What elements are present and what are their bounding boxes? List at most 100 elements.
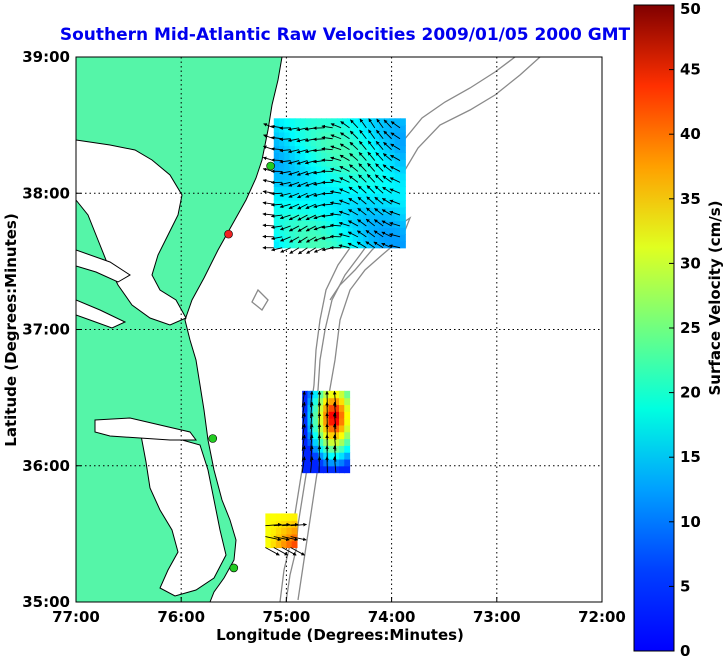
velocity-cell [357,234,364,242]
velocity-cell [284,145,291,153]
velocity-cell [279,220,285,228]
velocity-arrow [289,236,300,243]
velocity-cell [270,540,277,549]
velocity-arrow [271,247,283,252]
velocity-arrow [366,174,376,183]
velocity-cell [321,206,327,215]
velocity-cell [333,390,340,399]
velocity-arrow [332,401,337,419]
velocity-arrow [297,225,308,232]
velocity-cell [400,220,406,228]
velocity-cell [284,152,291,160]
velocity-cell [270,513,277,521]
velocity-arrow [270,203,283,207]
velocity-cell [321,138,327,147]
velocity-cell [310,240,317,249]
x-axis: 77:00 76:00 75:00 74:00 73:00 72:00 [52,597,626,626]
velocity-arrow [382,164,392,172]
velocity-cell [357,125,364,133]
velocity-cell [279,193,285,201]
velocity-cell [279,172,285,181]
velocity-cell [328,431,335,440]
velocity-arrow [389,210,401,216]
velocity-arrow [332,434,337,451]
velocity-arrow [338,244,350,249]
velocity-cell [310,131,317,140]
velocity-cell [389,213,396,222]
velocity-arrow [321,158,333,162]
velocity-cell [294,206,301,215]
velocity-cell [312,458,319,467]
velocity-cell [378,179,385,188]
velocity-cell [315,234,322,242]
velocity-cell [378,159,385,167]
velocity-cell [368,200,375,208]
velocity-cell [384,118,391,126]
velocity-cell [368,159,375,167]
velocity-cell [312,404,319,412]
velocity-cell [347,200,354,208]
radar-site-marker [266,161,275,171]
velocity-cell [368,193,375,201]
velocity-cell [342,179,349,188]
velocity-cell [373,200,380,208]
velocity-cell [300,166,306,174]
velocity-cell [310,172,317,181]
velocity-cell [307,418,314,426]
velocity-cell [400,159,406,167]
velocity-arrow [373,241,384,249]
velocity-cell [289,152,296,160]
velocity-arrow [340,121,350,129]
velocity-cell [279,125,285,133]
velocity-cell [273,172,280,181]
velocity-arrow [279,225,291,231]
velocity-cell [289,220,296,228]
velocity-arrow [349,141,359,150]
velocity-cell [347,145,354,153]
velocity-arrow [348,197,359,205]
velocity-cell [289,206,296,215]
velocity-cell [326,125,333,133]
velocity-cell [384,159,391,167]
velocity-cell [394,213,401,222]
velocity-arrow [367,151,376,161]
velocity-cell [289,138,296,147]
velocity-cell [363,125,370,133]
velocity-cell [347,166,354,174]
velocity-arrow [270,214,283,218]
velocity-cell [317,397,324,406]
y-axis: 35:00 36:00 37:00 38:00 39:00 [22,48,81,611]
velocity-cell [291,527,298,535]
velocity-cell [378,220,385,228]
velocity-cell [347,193,354,201]
velocity-cell [300,240,306,249]
velocity-arrow [296,181,308,187]
velocity-cell [300,193,306,201]
velocity-cell [400,200,406,208]
velocity-arrow [330,145,342,151]
velocity-cell [300,131,306,140]
x-tick-label: 73:00 [473,608,521,626]
velocity-cell [312,397,319,406]
velocity-cell [300,186,306,194]
velocity-arrow [321,124,333,129]
velocity-cell [336,193,343,201]
colorbar-tick-label: 50 [680,0,701,18]
velocity-arrow [367,140,376,150]
velocity-cell [279,131,285,140]
velocity-cell [357,145,364,153]
velocity-cell [315,145,322,153]
velocity-cell [284,186,291,194]
velocity-cell [300,145,306,153]
velocity-arrow [390,132,401,140]
velocity-cell [394,193,401,201]
velocity-arrow [366,207,376,216]
velocity-cell [333,438,340,446]
velocity-cell [344,418,351,426]
velocity-arrow [290,547,305,556]
velocity-cell [317,452,324,460]
velocity-cell [333,424,340,433]
velocity-arrow [366,185,376,194]
velocity-cell [352,213,359,222]
isobath-inner [297,216,412,601]
